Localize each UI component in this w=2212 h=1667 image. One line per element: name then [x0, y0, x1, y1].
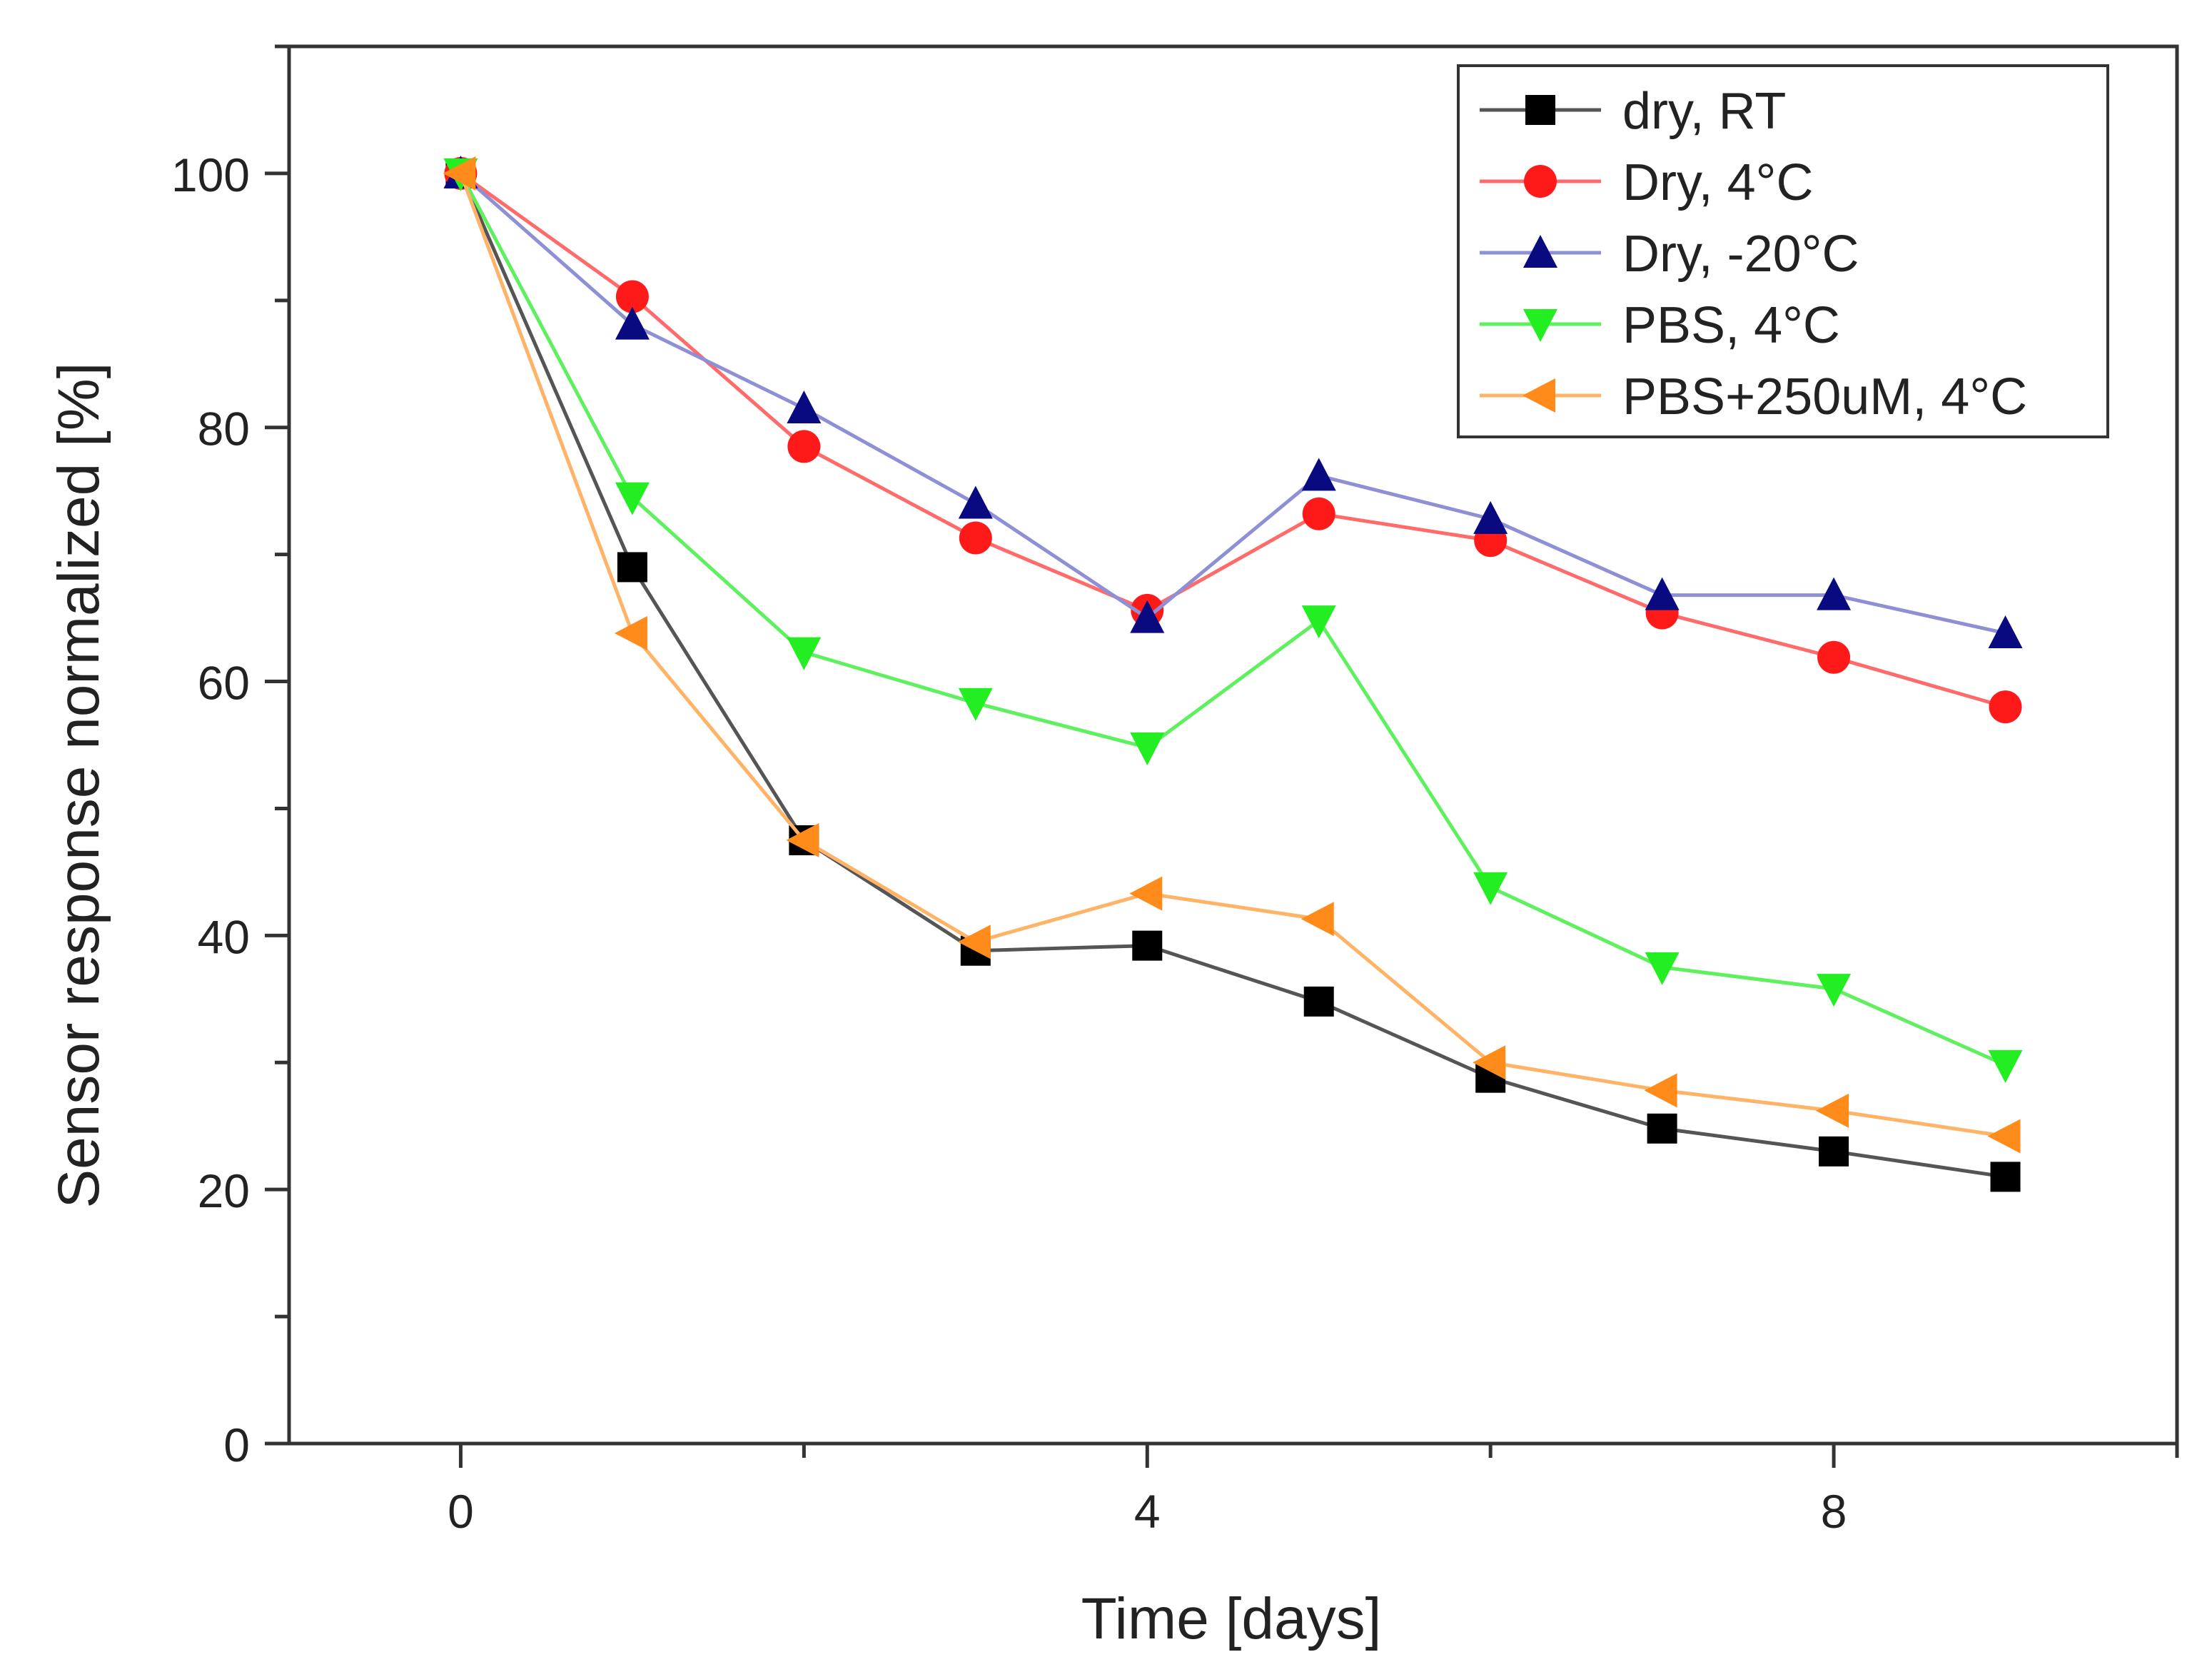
data-point [958, 688, 993, 721]
plot-frame [287, 44, 2179, 1446]
legend-marker [1524, 165, 1557, 198]
data-point [614, 615, 647, 650]
data-point [1987, 1119, 2021, 1154]
legend-item: Dry, -20°C [1480, 226, 1859, 283]
data-point [1302, 497, 1335, 530]
data-point [1301, 458, 1336, 491]
legend-item: PBS+250uM, 4°C [1480, 368, 2027, 425]
legend-marker [1525, 95, 1555, 125]
x-axis-label: Time [days] [1081, 1586, 1382, 1651]
x-tick-label: 8 [1821, 1485, 1847, 1538]
data-point [787, 637, 822, 670]
data-point [787, 391, 822, 424]
data-point [1819, 1136, 1849, 1167]
data-point [1301, 902, 1334, 937]
data-point [1303, 986, 1334, 1017]
data-point [1645, 952, 1680, 985]
legend-item: dry, RT [1480, 83, 1786, 140]
data-point [1989, 690, 2022, 724]
series-layer [443, 155, 2023, 1192]
y-tick-label: 40 [198, 910, 250, 963]
data-point [615, 280, 649, 313]
legend-label: Dry, -20°C [1622, 226, 1859, 283]
legend-item: PBS, 4°C [1480, 297, 1840, 354]
series-line [459, 173, 2006, 1138]
data-point [1129, 876, 1163, 911]
data-point [1130, 732, 1165, 766]
data-point [958, 485, 993, 519]
legend-label: Dry, 4°C [1622, 154, 1813, 211]
legend-marker [1522, 378, 1555, 413]
data-point [1473, 500, 1508, 534]
y-tick-label: 60 [198, 657, 250, 710]
data-point [1644, 1073, 1677, 1108]
legend-label: PBS, 4°C [1622, 297, 1840, 354]
y-axis-label: Sensor response normalized [%] [46, 362, 111, 1208]
data-point [786, 822, 819, 857]
legend-item: Dry, 4°C [1480, 154, 1813, 211]
data-point [1132, 930, 1163, 961]
axes: 0 20 40 60 80 100 0 4 8 [171, 44, 2179, 1538]
data-point [787, 430, 821, 463]
y-tick-label: 0 [223, 1419, 250, 1471]
data-point [1817, 577, 1852, 610]
data-point [615, 306, 650, 340]
legend-label: PBS+250uM, 4°C [1622, 368, 2027, 425]
y-tick-label: 100 [171, 148, 250, 201]
series-line [459, 171, 2006, 709]
data-point [1645, 577, 1680, 610]
data-point [1473, 872, 1508, 905]
data-point [617, 552, 647, 583]
data-point [615, 482, 650, 515]
x-tick-label: 0 [448, 1485, 474, 1538]
legend-marker [1523, 235, 1557, 268]
data-point [1988, 615, 2023, 648]
series-line [459, 172, 2006, 1067]
data-point [1817, 974, 1852, 1007]
y-tick-label: 20 [198, 1164, 250, 1217]
data-point [1301, 605, 1336, 639]
data-point [959, 521, 992, 555]
data-point [1473, 1045, 1506, 1080]
data-point [1816, 1093, 1849, 1128]
data-point [1988, 1049, 2023, 1083]
data-point [957, 925, 991, 960]
data-point [1817, 640, 1851, 674]
legend-marker [1523, 309, 1557, 342]
data-point [1990, 1162, 2021, 1192]
data-point [1130, 600, 1165, 633]
x-tick-label: 4 [1134, 1485, 1161, 1538]
series-line [459, 172, 2006, 1179]
series-line [459, 172, 2006, 635]
series-4 [443, 156, 2021, 1154]
legend-label: dry, RT [1622, 83, 1786, 140]
data-point [443, 156, 476, 191]
y-tick-label: 80 [198, 403, 250, 455]
series-0 [445, 158, 2021, 1192]
series-3 [443, 158, 2023, 1083]
series-1 [444, 156, 2022, 724]
legend: dry, RT Dry, 4°C Dry, -20°C PBS, 4°C PBS+250… [1457, 64, 2109, 438]
data-point [1647, 1113, 1677, 1144]
